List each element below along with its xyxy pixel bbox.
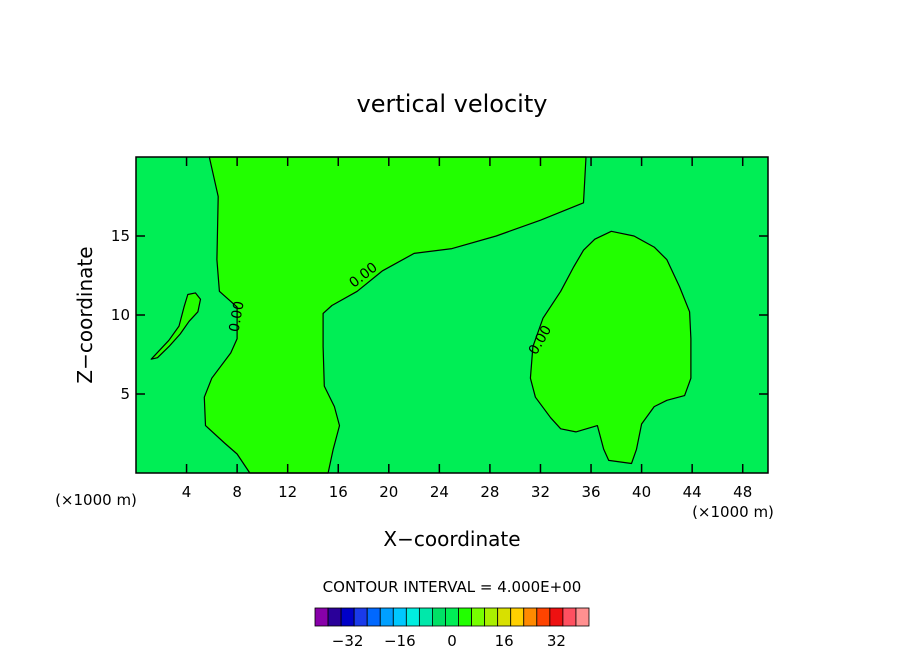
colorbar-swatch <box>471 607 486 627</box>
colorbar-swatch <box>484 607 499 627</box>
x-tick-label: 40 <box>632 483 651 501</box>
colorbar-swatch <box>327 607 342 627</box>
x-tick-label: 8 <box>232 483 242 501</box>
colorbar-label: 32 <box>547 632 566 650</box>
colorbar: −32 −16 0 16 32 <box>314 607 590 650</box>
colorbar-swatch <box>353 607 368 627</box>
x-tick-label: 24 <box>430 483 449 501</box>
colorbar-swatch <box>314 607 329 627</box>
x-tick-label: 44 <box>683 483 702 501</box>
colorbar-swatch <box>379 607 394 627</box>
contour-region-updraft-left <box>203 156 587 474</box>
y-tick-label: 15 <box>111 227 130 245</box>
contour-region-updraft-right <box>529 230 692 465</box>
colorbar-swatch <box>549 607 564 627</box>
colorbar-label: −32 <box>332 632 364 650</box>
colorbar-label: −16 <box>384 632 416 650</box>
colorbar-label: 16 <box>495 632 514 650</box>
x-tick-label: 12 <box>278 483 297 501</box>
y-tick-label: 10 <box>111 306 130 324</box>
y-axis-label: Z−coordinate <box>73 246 97 383</box>
contour-label: 0.00 <box>227 300 248 333</box>
contour-region-updraft-left-edge <box>150 292 202 360</box>
colorbar-swatch <box>536 607 551 627</box>
colorbar-swatch <box>392 607 407 627</box>
colorbar-label: 0 <box>447 632 457 650</box>
colorbar-swatch <box>497 607 512 627</box>
colorbar-swatch <box>405 607 420 627</box>
z-unit-label: (×1000 m) <box>55 491 137 509</box>
x-tick-label: 28 <box>480 483 499 501</box>
colorbar-swatch <box>562 607 577 627</box>
colorbar-swatch <box>575 607 590 627</box>
colorbar-swatch <box>445 607 459 627</box>
colorbar-swatch <box>432 607 446 627</box>
x-tick-label: 48 <box>733 483 752 501</box>
chart-title: vertical velocity <box>357 90 548 118</box>
x-tick-label: 4 <box>182 483 192 501</box>
colorbar-swatch <box>366 607 381 627</box>
x-tick-label: 16 <box>329 483 348 501</box>
contour-regions <box>150 156 692 474</box>
y-tick-label: 5 <box>120 385 130 403</box>
contour-interval-text: CONTOUR INTERVAL = 4.000E+00 <box>323 578 582 596</box>
colorbar-swatch <box>340 607 355 627</box>
colorbar-swatch <box>418 607 433 627</box>
x-axis-label: X−coordinate <box>383 527 520 551</box>
x-tick-label: 32 <box>531 483 550 501</box>
x-tick-label: 36 <box>581 483 600 501</box>
colorbar-swatch <box>458 607 472 627</box>
x-tick-label: 20 <box>379 483 398 501</box>
colorbar-swatch <box>523 607 538 627</box>
colorbar-swatch <box>510 607 525 627</box>
x-unit-label: (×1000 m) <box>692 503 774 521</box>
